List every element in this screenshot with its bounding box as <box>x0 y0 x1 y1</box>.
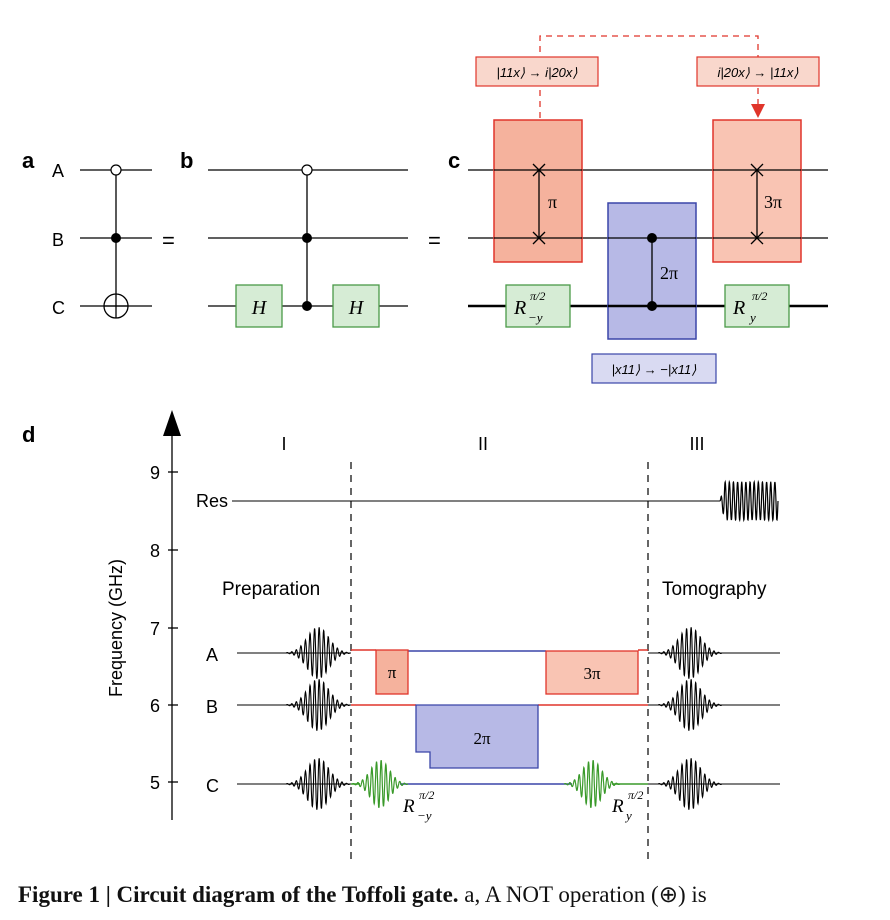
panel-b: b H H = <box>180 148 441 328</box>
rotation-label: R <box>732 297 745 319</box>
equals-sign-1: = <box>162 228 175 253</box>
arrow-head-icon <box>751 104 765 118</box>
cross-icon <box>532 231 546 245</box>
open-control-dot <box>110 164 122 176</box>
open-control-dot <box>301 164 313 176</box>
preparation-pulse-b <box>285 679 351 731</box>
section-label-2: II <box>478 434 488 454</box>
panel-d: d 9 8 7 6 5 Frequency (GHz) I II III Res… <box>22 410 780 862</box>
y-tick-label: 8 <box>150 541 160 561</box>
rotation-sup: π/2 <box>752 289 767 303</box>
qubit-label-b: B <box>52 230 64 250</box>
section-label-1: I <box>281 434 286 454</box>
control-dot <box>111 233 121 243</box>
panel-label-a: a <box>22 148 35 173</box>
rotation-sup: π/2 <box>530 289 545 303</box>
res-label: Res <box>196 491 228 511</box>
freq-rotation-label: R <box>402 796 415 817</box>
annotation-swap-out <box>696 56 820 87</box>
rotation-label: R <box>513 297 526 319</box>
annotation-swap-in <box>475 56 599 87</box>
cross-icon <box>750 163 764 177</box>
preparation-pulse-a <box>285 627 351 679</box>
y-axis-label: Frequency (GHz) <box>106 559 126 697</box>
tomography-pulse-b <box>657 679 723 731</box>
gate-label-2pi: 2π <box>660 263 678 283</box>
freq-pulse-pi-label: π <box>388 663 397 682</box>
control-dot <box>647 301 657 311</box>
tomography-pulse-a <box>657 627 723 679</box>
res-readout-wave <box>719 479 779 523</box>
freq-qubit-label-a: A <box>206 645 218 665</box>
control-dot <box>302 301 312 311</box>
section-label-3: III <box>689 434 704 454</box>
preparation-label: Preparation <box>222 579 320 600</box>
hadamard-label: H <box>251 297 268 319</box>
gate-label-3pi: 3π <box>764 192 782 212</box>
y-tick-label: 5 <box>150 773 160 793</box>
rotation-sub: −y <box>528 310 543 325</box>
panel-label-d: d <box>22 422 35 447</box>
caption-text: a, A NOT operation (⊕) is <box>458 882 707 907</box>
annotation-phase-text: |x11⟩ → −|x11⟩ <box>612 362 697 377</box>
panel-label-c: c <box>448 148 460 173</box>
preparation-pulse-c <box>285 758 351 810</box>
freq-rotation-sup: π/2 <box>628 788 643 802</box>
freq-pulse-2pi-label: 2π <box>473 729 491 748</box>
freq-rotation-sub: y <box>624 808 632 823</box>
caption-title: Figure 1 | Circuit diagram of the Toffol… <box>18 882 459 907</box>
control-dot <box>647 233 657 243</box>
freq-qubit-label-b: B <box>206 697 218 717</box>
annotation-phase <box>591 353 717 384</box>
gate-label-pi: π <box>548 192 557 212</box>
freq-pulse-3pi-label: 3π <box>583 664 601 683</box>
rotation-gate-y <box>724 284 790 328</box>
equals-sign-2: = <box>428 228 441 253</box>
tomography-pulse-c <box>657 758 723 810</box>
freq-rotation-sup: π/2 <box>419 788 434 802</box>
annotation-swap-in-text: |11x⟩ → i|20x⟩ <box>497 65 578 80</box>
panel-label-b: b <box>180 148 193 173</box>
annotation-swap-out-text: i|20x⟩ → |11x⟩ <box>718 65 799 80</box>
qubit-label-a: A <box>52 161 64 181</box>
hadamard-label: H <box>348 297 365 319</box>
y-ticks: 9 8 7 6 5 <box>150 463 178 793</box>
tomography-label: Tomography <box>662 579 767 600</box>
rotation-sub: y <box>748 310 756 325</box>
panel-c: c |11x⟩ → i|20x⟩ i|20x⟩ → |11x⟩ π 3π <box>448 35 828 384</box>
freq-pulse-pi <box>375 649 409 695</box>
freq-rotation-label: R <box>611 796 624 817</box>
rotation-pulse-neg-y <box>351 760 409 808</box>
freq-qubit-label-c: C <box>206 776 219 796</box>
cross-icon <box>532 163 546 177</box>
qubit-label-c: C <box>52 298 65 318</box>
rotation-gate-neg-y <box>505 284 571 328</box>
freq-rotation-sub: −y <box>417 808 432 823</box>
y-tick-label: 7 <box>150 619 160 639</box>
cross-icon <box>750 231 764 245</box>
swap-gate-pi <box>493 119 583 263</box>
panel-a: a A B C = <box>22 148 175 319</box>
control-dot <box>302 233 312 243</box>
freq-pulse-2pi <box>415 704 539 769</box>
y-tick-label: 6 <box>150 696 160 716</box>
rotation-pulse-y <box>563 760 621 808</box>
y-tick-label: 9 <box>150 463 160 483</box>
hadamard-gate-1 <box>235 284 283 328</box>
freq-pulse-3pi <box>545 650 639 695</box>
figure-caption: Figure 1 | Circuit diagram of the Toffol… <box>18 880 888 910</box>
hadamard-gate-2 <box>332 284 380 328</box>
axis-arrow-icon <box>163 410 181 436</box>
